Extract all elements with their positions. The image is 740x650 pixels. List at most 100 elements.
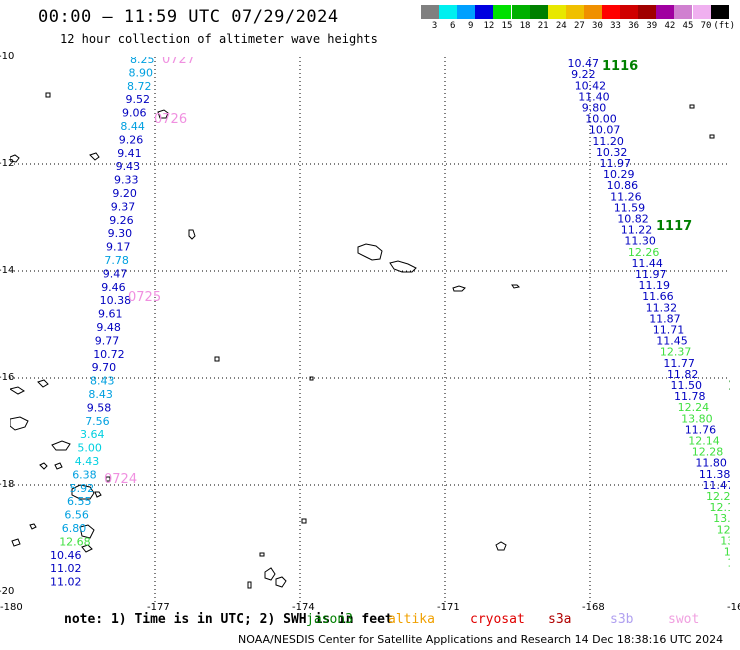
track-label-west: 9.26 bbox=[109, 214, 134, 227]
track-label-west: 9.41 bbox=[117, 147, 142, 160]
track-label-east: 10.47 bbox=[568, 57, 600, 70]
track-label-west: 9.77 bbox=[95, 334, 120, 347]
island-outline bbox=[389, 260, 417, 273]
track-label-west: 4.43 bbox=[75, 455, 100, 468]
track-label-east: 11.32 bbox=[646, 301, 678, 314]
scale-label: 15 bbox=[501, 21, 513, 31]
satellite-swot: swot bbox=[668, 612, 700, 627]
scale-swatch bbox=[710, 5, 729, 19]
lat-label: -16 bbox=[0, 372, 15, 383]
track-label-west: 11.02 bbox=[50, 562, 82, 575]
track-label-east: 11.22 bbox=[621, 224, 653, 237]
track-label-east: 11.77 bbox=[663, 357, 695, 370]
scale-label: 9 bbox=[468, 21, 474, 31]
track-label-west: 9.37 bbox=[111, 200, 136, 213]
track-label-west: 3.64 bbox=[80, 428, 105, 441]
track-label-east: 13.3 bbox=[713, 512, 730, 525]
track-label-west: 10.46 bbox=[50, 549, 82, 562]
track-label-east: 12.20 bbox=[706, 490, 730, 503]
satellite-s3b: s3b bbox=[610, 612, 634, 627]
track-label-east: 11.38 bbox=[699, 468, 730, 481]
track-label-east: 12.14 bbox=[688, 435, 720, 448]
scale-label: 39 bbox=[646, 21, 658, 31]
island-outline bbox=[357, 243, 383, 261]
track-label-west: 10.72 bbox=[93, 348, 125, 361]
track-label-west: 9.47 bbox=[103, 267, 128, 280]
scale-swatch bbox=[656, 5, 675, 19]
lon-label: -177 bbox=[147, 602, 170, 613]
island-outline bbox=[259, 552, 265, 557]
track-label-east: 9.89 bbox=[564, 57, 589, 59]
scale-label: 33 bbox=[610, 21, 621, 31]
track-label-east: 10.07 bbox=[589, 124, 621, 137]
track-label-east: 11.47 bbox=[702, 479, 730, 492]
track-label-west: 5.92 bbox=[70, 482, 95, 495]
track-label-east: 11.45 bbox=[656, 335, 688, 348]
track-label-west: 6.38 bbox=[72, 468, 97, 481]
track-label-east: 11.20 bbox=[592, 135, 624, 148]
track-label-east: 11.87 bbox=[649, 312, 681, 325]
time-label-west: 0727 bbox=[162, 57, 195, 67]
scale-swatch bbox=[421, 5, 440, 19]
track-label-east: 12.26 bbox=[628, 246, 660, 259]
track-label-west: 9.48 bbox=[96, 321, 121, 334]
track-label-east: 13.80 bbox=[681, 412, 713, 425]
land-outlines bbox=[10, 92, 715, 589]
track-label-east: 10.86 bbox=[607, 179, 639, 192]
track-label-west: 10.38 bbox=[100, 294, 132, 307]
lon-label: -168 bbox=[582, 602, 605, 613]
island-outline bbox=[452, 285, 466, 292]
track-label-east: 13 bbox=[724, 546, 730, 559]
scale-label: 27 bbox=[573, 21, 585, 31]
scale-swatch bbox=[583, 5, 602, 19]
scale-label: 21 bbox=[537, 21, 549, 31]
map-grid bbox=[10, 57, 730, 602]
scale-swatch bbox=[511, 5, 530, 19]
island-outline bbox=[511, 284, 521, 289]
track-label-west: 9.06 bbox=[122, 107, 147, 120]
island-outline bbox=[79, 524, 95, 539]
island-outline bbox=[29, 523, 37, 530]
time-label-east: 1117 bbox=[656, 219, 692, 234]
page-subtitle: 12 hour collection of altimeter wave hei… bbox=[60, 32, 378, 46]
track-label-east: 12.24 bbox=[678, 401, 710, 414]
scale-label: 45 bbox=[682, 21, 694, 31]
track-label-east: 11.97 bbox=[635, 268, 667, 281]
time-label-west: 0724 bbox=[104, 472, 137, 487]
track-label-west: 9.70 bbox=[92, 361, 117, 374]
time-label-west: 0725 bbox=[128, 290, 161, 305]
track-label-west: 6.55 bbox=[67, 495, 92, 508]
island-outline bbox=[89, 152, 100, 161]
island-outline bbox=[247, 581, 252, 589]
track-label-east: 11.66 bbox=[642, 290, 674, 303]
scale-label: 70 bbox=[700, 21, 712, 31]
satellite-cryosat: cryosat bbox=[470, 612, 525, 627]
island-outline bbox=[37, 379, 49, 388]
track-label-west: 8.43 bbox=[90, 375, 115, 388]
credit-line: NOAA/NESDIS Center for Satellite Applica… bbox=[238, 633, 724, 646]
track-label-east: 10.00 bbox=[585, 113, 617, 126]
lon-label: -16 bbox=[727, 602, 740, 613]
track-label-west: 8.25 bbox=[130, 57, 155, 66]
scale-swatch bbox=[493, 5, 512, 19]
satellite-jason3: jason3 bbox=[306, 612, 353, 627]
map-frame bbox=[10, 57, 730, 602]
scale-label: 42 bbox=[664, 21, 676, 31]
island-outline bbox=[689, 104, 695, 109]
track-label-east: 10.29 bbox=[603, 168, 635, 181]
track-label-east: 11.19 bbox=[639, 279, 671, 292]
lat-label: -18 bbox=[0, 479, 15, 490]
track-label-east: 11.71 bbox=[653, 324, 685, 337]
footer-note: note: 1) Time is in UTC; 2) SWH is in fe… bbox=[64, 612, 393, 627]
lat-label: -20 bbox=[0, 586, 15, 597]
scale-swatch bbox=[475, 5, 494, 19]
track-label-west: 9.43 bbox=[116, 160, 141, 173]
scale-swatch bbox=[565, 5, 584, 19]
island-outline bbox=[10, 416, 29, 431]
island-outline bbox=[45, 92, 51, 98]
island-outline bbox=[309, 376, 314, 381]
track-label-east: 12. bbox=[717, 523, 730, 536]
track-label-east: 11.40 bbox=[578, 90, 610, 103]
track-label-east: 11.97 bbox=[600, 157, 632, 170]
